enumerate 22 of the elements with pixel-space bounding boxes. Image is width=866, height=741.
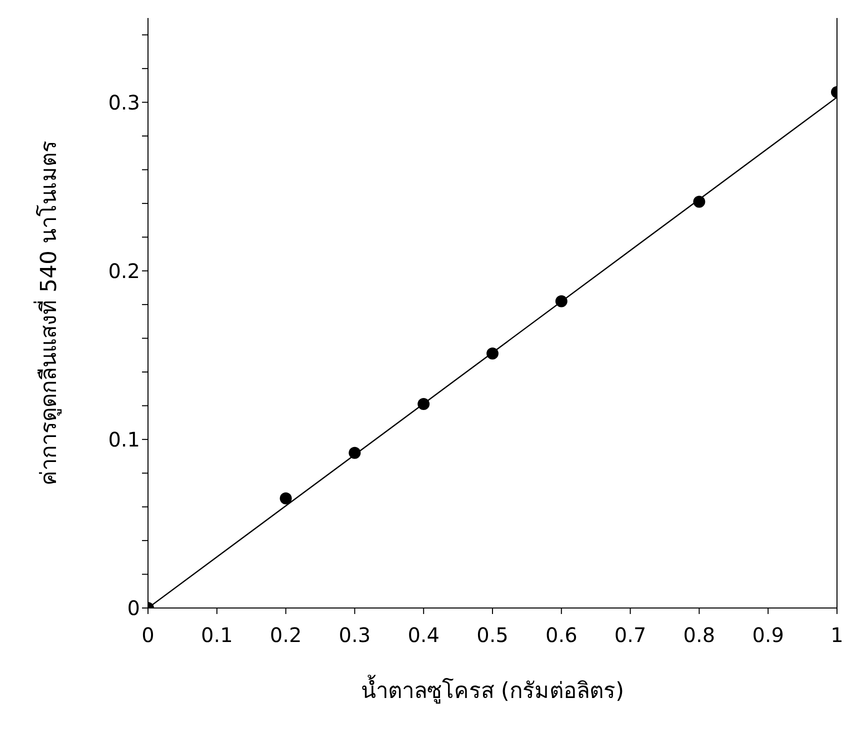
- x-tick-label: 0.3: [338, 623, 371, 648]
- y-tick-label: 0.2: [108, 258, 140, 283]
- y-tick-label: 0: [127, 596, 140, 620]
- y-tick-label: 0.3: [108, 90, 140, 114]
- x-tick-label: 0.5: [476, 623, 508, 648]
- point: [555, 295, 568, 308]
- point: [280, 492, 292, 504]
- x-tick-label: 0.4: [408, 623, 440, 648]
- x-tick-label: 0.2: [270, 623, 302, 648]
- x-tick-label: 0.7: [614, 623, 646, 648]
- point: [486, 347, 498, 360]
- x-tick-label: 0.8: [683, 623, 716, 648]
- point: [693, 196, 706, 208]
- x-tick-label: 1: [830, 623, 844, 648]
- x-tick-label: 0.9: [752, 623, 784, 648]
- x-axis-title: น้ำตาลซูโครส (กรัมต่อลิตร): [360, 675, 624, 704]
- y-tick-label: 0.1: [108, 428, 140, 452]
- x-tick-label: 0.6: [545, 623, 578, 648]
- point: [348, 446, 361, 459]
- y-axis-title: ค่าการดูดกลืนแสงที่ 540 นาโนเมตร: [32, 140, 62, 486]
- x-tick-label: 0.1: [200, 623, 233, 648]
- point: [418, 398, 430, 410]
